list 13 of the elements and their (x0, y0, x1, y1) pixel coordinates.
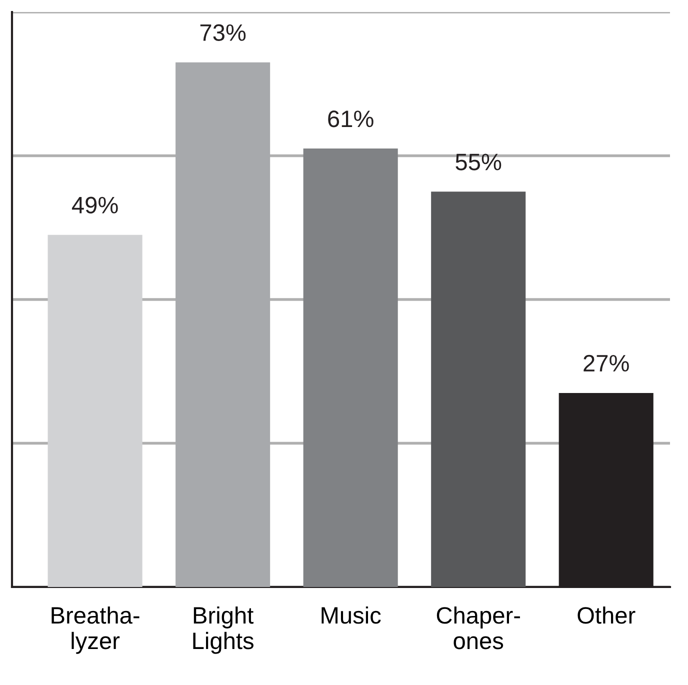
data-label: 55% (456, 154, 502, 170)
data-label: 73% (200, 24, 246, 41)
x-tick-label: Breatha- lyzer (52, 606, 140, 654)
x-tick-label: Other (578, 606, 636, 624)
x-tick-label: Bright Lights (193, 606, 254, 654)
x-tick-label: Music (322, 606, 381, 624)
bar (431, 192, 526, 587)
data-label: 27% (584, 354, 629, 372)
x-tick-label: Chaper- ones (436, 606, 520, 650)
bar (48, 234, 142, 587)
data-label: 61% (328, 110, 374, 128)
bar (303, 148, 398, 587)
data-label: 49% (72, 196, 118, 214)
